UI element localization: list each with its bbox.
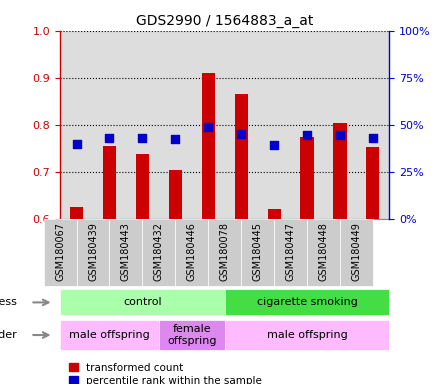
Text: GSM180067: GSM180067 (55, 222, 65, 281)
Bar (366, 147, 380, 219)
Bar (267, 209, 281, 219)
Bar (60, 290, 225, 315)
Bar (274, 219, 307, 286)
Text: stress: stress (0, 297, 17, 308)
Bar (159, 320, 225, 350)
Bar (109, 219, 142, 286)
Title: GDS2990 / 1564883_a_at: GDS2990 / 1564883_a_at (136, 14, 313, 28)
Bar (300, 137, 314, 219)
Bar (225, 290, 389, 315)
Text: GSM180445: GSM180445 (253, 222, 263, 281)
Text: GSM180447: GSM180447 (286, 222, 295, 281)
Text: cigarette smoking: cigarette smoking (257, 297, 357, 308)
Text: GSM180432: GSM180432 (154, 222, 164, 281)
Text: GSM180448: GSM180448 (319, 222, 328, 281)
Point (238, 131, 245, 137)
Point (303, 132, 311, 138)
Text: male offspring: male offspring (69, 330, 150, 340)
Bar (241, 219, 274, 286)
Text: GSM180078: GSM180078 (220, 222, 230, 281)
Point (336, 132, 344, 138)
Bar (333, 123, 347, 219)
Point (369, 135, 376, 141)
Point (73, 141, 80, 147)
Text: GSM180443: GSM180443 (121, 222, 131, 281)
Point (139, 134, 146, 141)
Bar (103, 146, 116, 219)
Text: GSM180439: GSM180439 (88, 222, 98, 281)
Text: control: control (123, 297, 162, 308)
Bar (142, 219, 175, 286)
Legend: transformed count, percentile rank within the sample: transformed count, percentile rank withi… (65, 359, 266, 384)
Text: GSM180449: GSM180449 (352, 222, 361, 281)
Text: GSM180446: GSM180446 (187, 222, 197, 281)
Bar (225, 320, 389, 350)
Bar (235, 94, 248, 219)
Text: gender: gender (0, 330, 17, 340)
Bar (307, 219, 340, 286)
Text: female
offspring: female offspring (167, 324, 217, 346)
Bar (208, 219, 241, 286)
Point (172, 136, 179, 142)
Point (271, 142, 278, 148)
Text: male offspring: male offspring (267, 330, 348, 340)
Bar (175, 219, 208, 286)
Bar (70, 207, 83, 219)
Bar (340, 219, 373, 286)
Bar (169, 170, 182, 219)
Bar (60, 320, 159, 350)
Bar (44, 219, 77, 286)
Point (205, 124, 212, 130)
Bar (77, 219, 109, 286)
Bar (136, 154, 149, 219)
Point (106, 134, 113, 141)
Bar (202, 73, 215, 219)
